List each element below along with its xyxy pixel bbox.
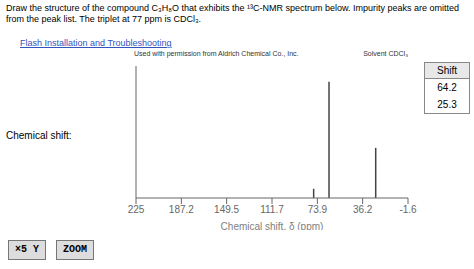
html-text:Chemical shift:: Chemical shift: — [6, 130, 72, 141]
html-text:Draw the structure of the comp: Draw the structure of the compound C₃H₈O… — [6, 3, 460, 24]
svg-text:Chemical shift, δ (ppm): Chemical shift, δ (ppm) — [221, 221, 324, 230]
svg-text:111.7: 111.7 — [260, 204, 284, 215]
html-text:Solvent CDCl₃: Solvent CDCl₃ — [363, 50, 408, 57]
html-text:ZOOM: ZOOM — [63, 244, 87, 255]
html-text:×5 Y: ×5 Y — [15, 244, 39, 255]
html-text:Flash Installation and Trouble: Flash Installation and Troubleshooting — [20, 38, 172, 48]
html-text:Used with permission from Aldr: Used with permission from Aldrich Chemic… — [134, 50, 299, 57]
svg-text:73.9: 73.9 — [308, 204, 328, 215]
html-text:64.2: 64.2 — [437, 82, 457, 93]
svg-text:-1.6: -1.6 — [399, 204, 417, 215]
svg-text:187.2: 187.2 — [169, 204, 194, 215]
svg-text:36.2: 36.2 — [353, 204, 373, 215]
svg-text:225: 225 — [128, 204, 145, 215]
svg-text:149.5: 149.5 — [214, 204, 239, 215]
html-text:25.3: 25.3 — [437, 99, 457, 110]
html-text:Shift: Shift — [437, 65, 457, 76]
